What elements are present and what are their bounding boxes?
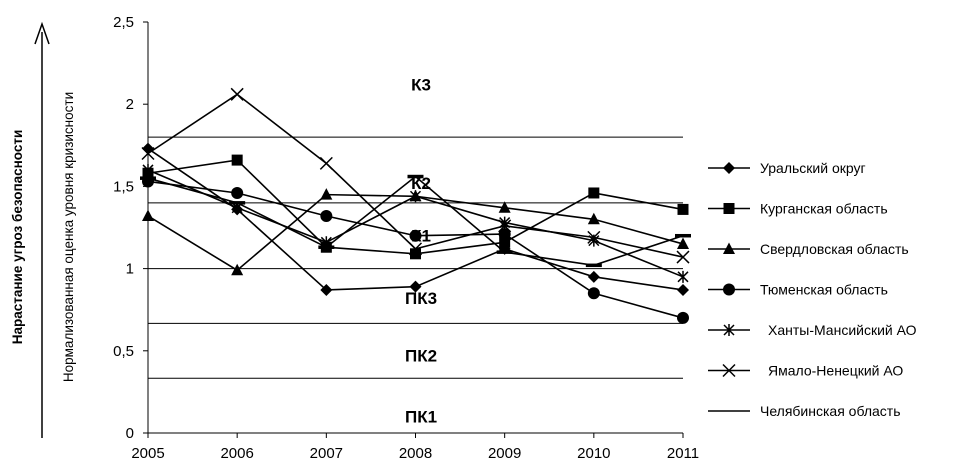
data-point bbox=[407, 174, 424, 179]
x-tick-label: 2009 bbox=[488, 445, 521, 462]
legend-label: Ханты-Мансийский АО bbox=[768, 322, 917, 338]
legend-marker bbox=[723, 203, 735, 214]
data-point bbox=[588, 187, 600, 199]
x-tick-label: 2008 bbox=[399, 445, 432, 462]
legend: Уральский округ Курганская область Свердло… bbox=[708, 160, 917, 419]
y-tick-label: 1 bbox=[126, 261, 134, 278]
data-point bbox=[587, 270, 600, 283]
y-tick-label: 0,5 bbox=[113, 343, 134, 360]
y-tick-label: 2 bbox=[126, 96, 134, 113]
data-point bbox=[498, 228, 511, 241]
data-point bbox=[677, 270, 689, 283]
legend-item: Челябинская область bbox=[708, 403, 901, 419]
data-point bbox=[229, 201, 246, 205]
data-point bbox=[587, 212, 600, 225]
legend-label: Уральский округ bbox=[760, 160, 866, 176]
data-point bbox=[319, 156, 333, 170]
data-point bbox=[677, 237, 689, 249]
outer-axis-label-group: Нарастание угроз безопасности bbox=[10, 21, 50, 438]
legend-marker bbox=[723, 324, 735, 336]
zone-label: ПК1 bbox=[405, 408, 437, 427]
data-point bbox=[498, 201, 511, 213]
x-tick-label: 2005 bbox=[131, 445, 164, 462]
y-axis-label-group: Нормализованная оценка уровня кризисност… bbox=[61, 92, 76, 382]
series-7 bbox=[140, 174, 691, 268]
data-point bbox=[498, 219, 512, 233]
legend-label: Ямало-Ненецкий АО bbox=[768, 363, 903, 379]
outer-arrow-head bbox=[34, 21, 50, 45]
data-point bbox=[142, 209, 154, 221]
series-1 bbox=[142, 142, 689, 296]
data-point bbox=[676, 250, 690, 264]
y-tick-label: 1,5 bbox=[113, 178, 134, 195]
data-point bbox=[141, 146, 155, 161]
x-tick-label: 2010 bbox=[577, 445, 610, 462]
data-point bbox=[587, 287, 600, 300]
legend-item: Уральский округ bbox=[708, 160, 866, 176]
data-point bbox=[587, 230, 601, 244]
series-4 bbox=[142, 175, 689, 324]
data-point bbox=[677, 203, 689, 215]
legend-marker bbox=[723, 242, 735, 254]
legend-label: Курганская область bbox=[760, 201, 888, 217]
outer-axis-label: Нарастание угроз безопасности bbox=[10, 130, 25, 345]
data-point bbox=[675, 233, 691, 238]
data-point bbox=[140, 176, 156, 180]
series-group bbox=[140, 87, 691, 324]
data-point bbox=[677, 283, 689, 296]
x-tick-label: 2007 bbox=[310, 445, 343, 462]
zone-label: К2 bbox=[411, 174, 431, 193]
data-point bbox=[320, 283, 333, 296]
legend-item: Ямало-Ненецкий АО bbox=[708, 363, 903, 379]
legend-label: Тюменская область bbox=[760, 282, 888, 298]
data-point bbox=[320, 188, 333, 200]
data-point bbox=[410, 248, 421, 260]
data-point bbox=[499, 236, 511, 248]
data-point bbox=[585, 263, 602, 268]
legend-label: Свердловская область bbox=[760, 241, 909, 257]
x-tick-label: 2006 bbox=[220, 445, 253, 462]
data-point bbox=[142, 163, 154, 176]
legend-item: Ханты-Мансийский АО bbox=[708, 322, 917, 338]
data-point bbox=[231, 154, 243, 166]
legend-item: Свердловская область bbox=[708, 241, 909, 257]
data-point bbox=[409, 229, 422, 242]
legend-item: Курганская область bbox=[708, 201, 888, 217]
data-point bbox=[231, 263, 244, 276]
data-point bbox=[409, 190, 422, 203]
data-point bbox=[231, 186, 244, 199]
legend-marker bbox=[723, 283, 735, 296]
axes: 0 0,5 1 1,5 2 2,5 2005 2006 2007 2008 2009 2010 2011 bbox=[113, 14, 699, 462]
data-point bbox=[677, 311, 689, 324]
zone-label: ПК2 bbox=[405, 347, 437, 366]
data-point bbox=[496, 250, 513, 254]
data-point bbox=[409, 280, 422, 293]
data-point bbox=[320, 209, 333, 222]
legend-marker bbox=[722, 363, 736, 378]
y-axis-label: Нормализованная оценка уровня кризисност… bbox=[61, 92, 76, 382]
y-tick-label: 2,5 bbox=[113, 14, 134, 31]
legend-marker bbox=[723, 162, 735, 174]
legend-label: Челябинская область bbox=[760, 403, 901, 419]
legend-item: Тюменская область bbox=[708, 282, 888, 298]
data-point bbox=[230, 87, 244, 101]
data-point bbox=[318, 245, 335, 249]
zone-label: К3 bbox=[411, 75, 431, 94]
series-6 bbox=[141, 87, 690, 264]
y-tick-label: 0 bbox=[126, 425, 134, 442]
zone-label: ПК3 bbox=[405, 289, 437, 308]
x-tick-label: 2011 bbox=[667, 445, 699, 462]
data-point bbox=[408, 242, 423, 256]
